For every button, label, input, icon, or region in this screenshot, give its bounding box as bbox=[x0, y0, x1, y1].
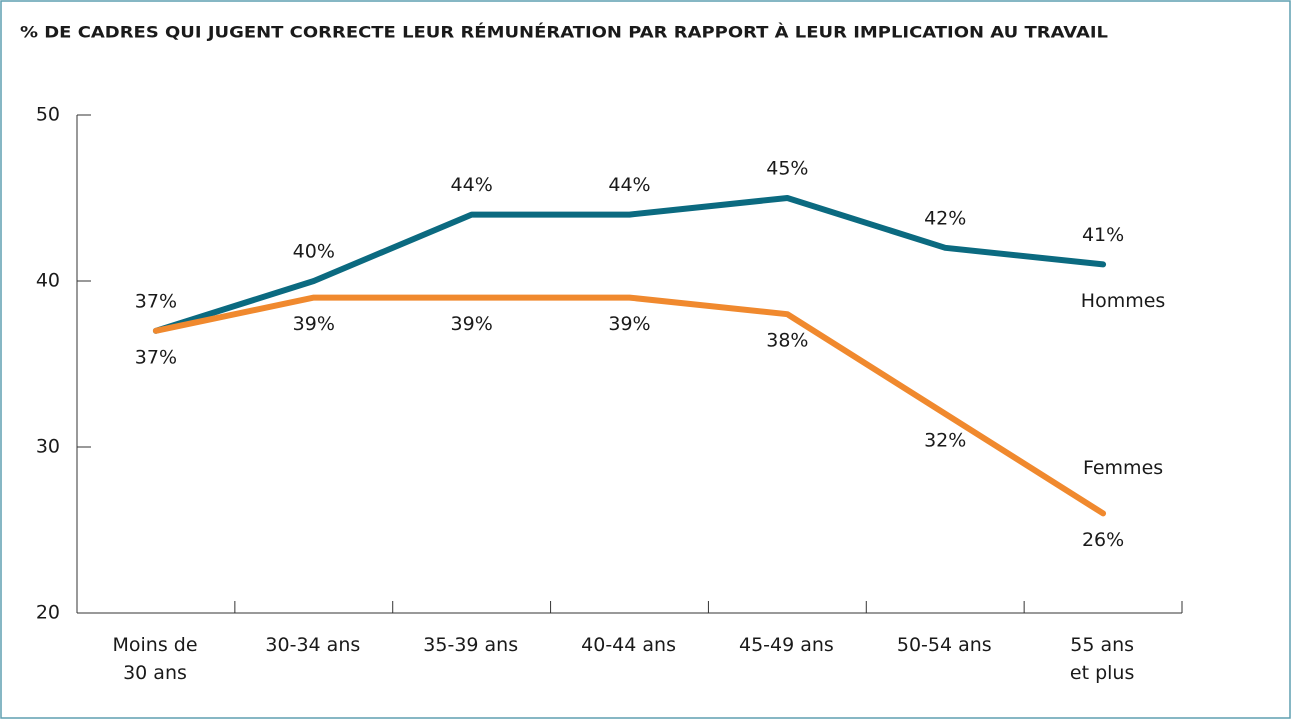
data-label: 44% bbox=[608, 174, 650, 196]
data-label: 26% bbox=[1082, 529, 1124, 551]
data-label: 39% bbox=[451, 313, 493, 335]
x-tick-label: 35-39 ans bbox=[423, 634, 519, 656]
data-label: 42% bbox=[924, 207, 966, 229]
line-series bbox=[152, 294, 1107, 517]
series-label: Femmes bbox=[1083, 457, 1163, 479]
data-label: 45% bbox=[766, 158, 808, 180]
data-label: 39% bbox=[608, 313, 650, 335]
y-tick-label: 40 bbox=[36, 270, 60, 292]
data-label: 44% bbox=[451, 174, 493, 196]
x-tick-label: Moins de 30 ans bbox=[112, 634, 198, 684]
y-tick-label: 20 bbox=[36, 602, 60, 624]
x-tick-label: 55 ans et plus bbox=[1069, 634, 1135, 684]
x-tick-label: 45-49 ans bbox=[739, 634, 834, 656]
data-label: 38% bbox=[766, 330, 808, 352]
y-tick-label: 30 bbox=[36, 436, 60, 458]
data-label: 39% bbox=[293, 313, 335, 335]
data-label: 37% bbox=[135, 346, 177, 368]
x-tick-label: 40-44 ans bbox=[581, 634, 676, 656]
chart-title: % DE CADRES QUI JUGENT CORRECTE LEUR RÉM… bbox=[20, 23, 1108, 42]
series-label: Hommes bbox=[1081, 290, 1166, 312]
data-label: 41% bbox=[1082, 224, 1124, 246]
data-label: 40% bbox=[293, 241, 335, 263]
x-tick-label: 30-34 ans bbox=[265, 634, 361, 656]
x-tick-label: 50-54 ans bbox=[896, 634, 992, 656]
data-label: 37% bbox=[135, 290, 177, 312]
line-series bbox=[152, 195, 1107, 334]
y-tick-label: 50 bbox=[36, 104, 60, 126]
data-label: 32% bbox=[924, 429, 966, 451]
